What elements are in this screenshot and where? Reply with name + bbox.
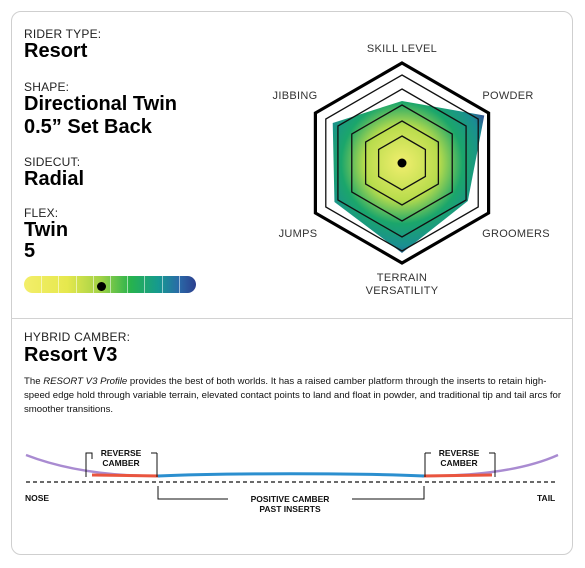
flex-scale-bar [24,276,196,293]
positive-camber-segment [157,472,425,478]
camber-description: The RESORT V3 Profile provides the best … [24,376,562,415]
flex-scale-tick [41,276,43,293]
flex-scale-tick [127,276,129,293]
flex-scale-tick [92,276,94,293]
camber-title: Resort V3 [24,344,118,366]
radar-outer-frame [313,61,491,265]
radar-label-jumps: JUMPS [278,228,318,240]
radar-label-jibbing: JIBBING [272,90,318,102]
radar-grid-ring [364,120,440,206]
flex-scale-tick [161,276,163,293]
shape-label: SHAPE: [24,80,70,94]
shape-value-line1: Directional Twin [24,93,177,115]
flex-scale-tick [144,276,146,293]
radar-label-terrain-versatility: TERRAIN VERSATILITY [365,272,439,297]
radar-grid-ring [325,74,479,252]
spec-card [11,11,573,555]
flex-scale-tick [58,276,60,293]
sidecut-label: SIDECUT: [24,155,81,169]
section-divider [11,318,573,319]
flex-scale-tick [75,276,77,293]
tail-label: TAIL [537,493,556,503]
reverse-camber-right-label: REVERSE CAMBER [438,448,480,468]
radar-grid-ring [351,104,453,222]
flex-scale-tick [110,276,111,293]
flex-value-line1: Twin [24,219,69,241]
radar-label-groomers: GROOMERS [482,228,550,240]
positive-bracket-right [352,486,425,500]
shape-value-line2: 0.5” Set Back [24,116,152,138]
radar-grid-ring [377,135,427,191]
flex-level-marker [96,282,106,291]
radar-center-dot [397,158,407,168]
radar-label-skill-level: SKILL LEVEL [366,43,438,55]
reverse-camber-right-segment [421,473,493,478]
sidecut-value: Radial [24,168,85,190]
positive-camber-label: POSITIVE CAMBER PAST INSERTS [250,494,330,514]
flex-value-line2: 5 [24,240,36,262]
nose-label: NOSE [25,493,50,503]
flex-scale-tick [178,276,180,293]
radar-label-powder: POWDER [482,90,534,102]
reverse-camber-left-label: REVERSE CAMBER [100,448,142,468]
positive-bracket-left [157,486,228,500]
radar-grid-ring [337,88,467,238]
flex-label: FLEX: [24,206,59,220]
rider-type-value: Resort [24,40,88,62]
reverse-camber-left-segment [91,473,161,478]
camber-label: HYBRID CAMBER: [24,330,131,344]
rider-type-label: RIDER TYPE: [24,27,102,41]
